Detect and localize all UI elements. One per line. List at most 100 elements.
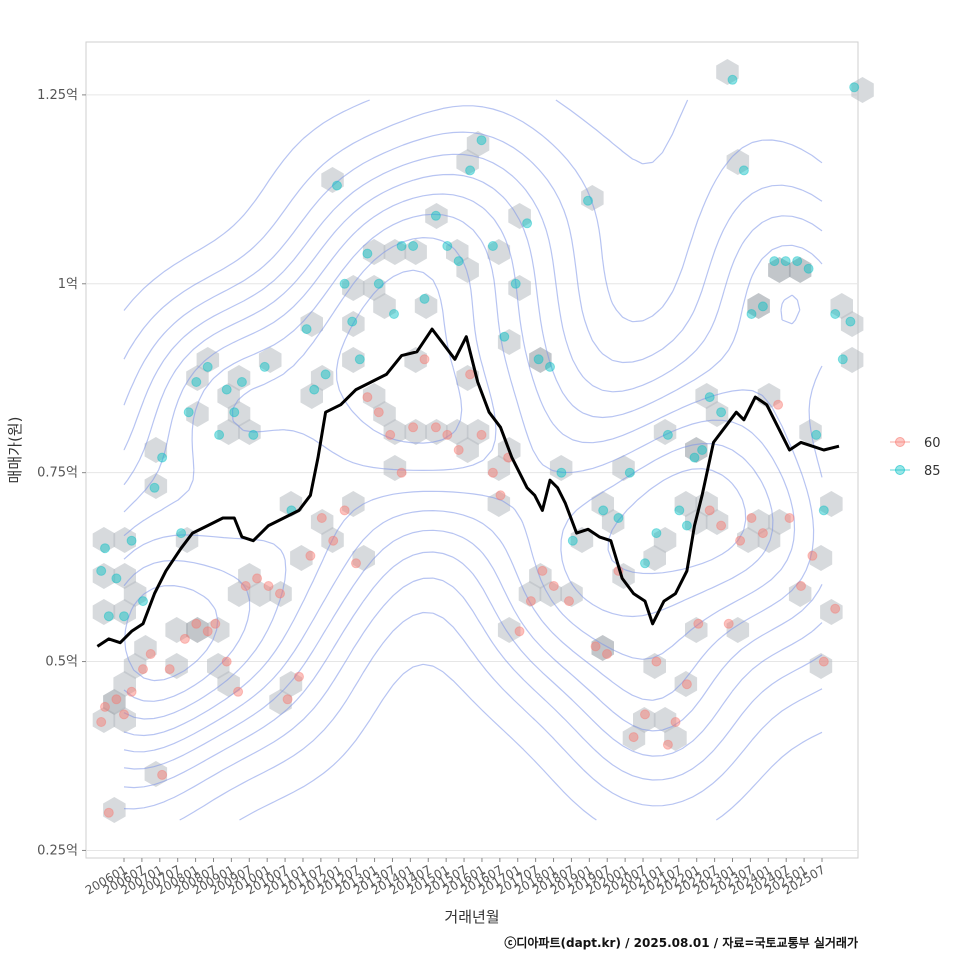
hexbin-cell [113,707,136,733]
data-point-60 [735,535,746,546]
data-point-85 [248,429,259,440]
data-point-60 [723,618,734,629]
data-point-60 [430,422,441,433]
data-point-85 [202,361,213,372]
data-point-60 [316,513,327,523]
hexbin-cell [653,527,677,553]
hexbin-cell [113,599,136,625]
hexbin-cell [269,581,292,607]
data-point-85 [837,354,848,365]
hexbin-cell [643,545,666,571]
hexbin-cell [383,239,407,265]
data-point-60 [525,596,536,607]
data-point-60 [164,664,175,675]
hexbin-cell [238,419,261,445]
data-point-60 [100,701,110,712]
data-point-85 [259,361,270,372]
data-point-85 [111,573,122,584]
data-point-85 [624,467,635,478]
density-contour [124,585,219,682]
data-point-60 [602,649,612,659]
legend-label-60: 60 [924,436,941,451]
data-point-60 [453,445,464,455]
hexbin-cell [144,437,168,463]
data-point-85 [176,528,187,539]
data-point-60 [773,399,784,410]
y-tick-label: 0.25억 [37,843,78,858]
data-point-85 [138,596,148,607]
hexbin-cell [820,491,843,517]
density-contour [123,237,774,720]
data-point-60 [681,679,692,690]
hexbin-cell [664,725,687,751]
hexbin-cell [466,131,490,157]
hexbin-cell [362,239,386,265]
data-point-60 [419,354,430,365]
hexbin-cell [768,257,791,283]
density-contour [123,131,823,810]
density-contours [123,99,823,821]
data-point-60 [628,732,639,743]
data-point-60 [126,686,137,697]
density-contour [123,105,823,821]
hexbin-cell [633,707,656,733]
hexbin-cell [581,185,604,211]
hexbin-cell [186,401,209,427]
trend-line-layer [96,327,840,648]
hexbin-cell [685,617,708,643]
data-point-60 [651,656,662,667]
data-point-60 [157,769,168,780]
data-point-85 [640,558,650,569]
hexbin-cell [279,671,303,697]
data-point-60 [495,490,506,501]
x-axis: 2006012006072007012007072008012008072009… [83,858,828,898]
data-point-60 [442,429,453,440]
data-point-60 [564,596,574,607]
data-point-85 [792,256,803,267]
data-point-85 [236,377,247,387]
hexbin-layer [92,59,874,823]
hexbin-cell [456,365,479,391]
data-point-85 [681,520,692,531]
hexbin-cell [342,275,365,301]
data-point-60 [385,429,396,440]
data-point-60 [233,686,244,697]
hexbin-cell [497,617,521,643]
data-point-60 [362,392,373,403]
data-point-85 [408,241,419,251]
data-point-60 [784,513,795,523]
y-axis: 0.25억 0.5억 0.75억 1억 1.25억 [37,88,86,858]
data-point-60 [693,618,704,629]
data-point-85 [389,309,399,319]
hexbin-cell [342,491,365,517]
data-point-85 [487,241,498,251]
hexbin-cell [92,527,116,553]
hexbin-cell [705,509,729,535]
hexbin-cell [362,275,386,301]
hexbin-cell [612,563,635,589]
data-point-85 [704,392,715,403]
data-point-85 [396,241,407,251]
trend-line [96,327,840,648]
hexbin-cell [643,653,666,679]
data-point-85 [362,248,373,259]
data-point-85 [662,429,673,440]
data-point-85 [183,407,194,418]
data-point-85 [697,445,708,455]
hexbin-cell [310,509,334,535]
data-point-85 [419,293,430,304]
hexbin-cell [820,599,843,625]
data-point-85 [803,263,814,274]
data-point-60 [138,664,148,675]
hexbin-cell [539,581,562,607]
hexbin-cell [560,581,583,607]
hexbin-cell [113,527,136,553]
data-point-85 [320,369,331,380]
data-point-85 [845,316,856,327]
hexbin-cell [851,77,874,103]
data-point-85 [769,256,780,267]
legend-marker-85 [895,465,905,475]
data-point-60 [240,581,251,591]
data-point-85 [100,543,110,554]
data-point-85 [126,535,137,546]
